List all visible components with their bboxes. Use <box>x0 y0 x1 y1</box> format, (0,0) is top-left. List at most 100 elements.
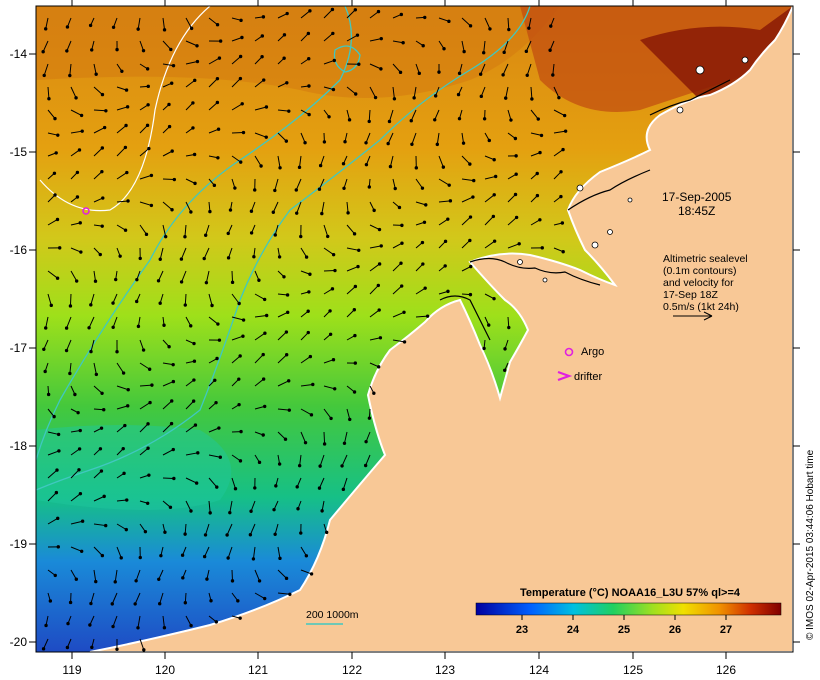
velocity-arrow-head <box>170 149 174 153</box>
velocity-arrow-head <box>217 426 221 430</box>
velocity-arrow <box>252 546 256 559</box>
velocity-arrow-head <box>133 602 137 606</box>
velocity-arrow-head <box>191 101 195 105</box>
velocity-arrow <box>318 178 325 190</box>
velocity-arrow-head <box>456 92 461 97</box>
velocity-arrow-head <box>49 303 53 308</box>
velocity-arrow-head <box>303 141 307 145</box>
velocity-arrow <box>66 40 72 52</box>
velocity-arrow <box>208 454 221 458</box>
warm-water-patch <box>36 6 560 98</box>
velocity-arrow-head <box>75 170 80 175</box>
velocity-arrow-head <box>88 623 92 627</box>
velocity-arrow-head <box>98 252 102 257</box>
velocity-arrow-head <box>79 113 84 118</box>
velocity-arrow <box>139 201 152 206</box>
velocity-arrow <box>116 405 128 410</box>
velocity-arrow-head <box>376 9 381 14</box>
velocity-arrow-head <box>412 96 416 100</box>
velocity-arrow-head <box>192 341 196 346</box>
velocity-arrow <box>277 408 290 411</box>
velocity-arrow <box>300 10 311 19</box>
velocity-arrow-head <box>126 199 130 203</box>
velocity-arrow <box>254 314 267 318</box>
velocity-arrow <box>323 247 334 256</box>
velocity-arrow <box>47 517 58 525</box>
velocity-arrow <box>274 178 279 191</box>
velocity-arrow-head <box>58 246 62 250</box>
velocity-arrow <box>93 385 103 394</box>
velocity-arrow-head <box>43 369 47 374</box>
velocity-arrow-head <box>304 255 309 259</box>
velocity-arrow-head <box>527 26 531 30</box>
velocity-arrow <box>231 155 242 163</box>
velocity-arrow <box>70 546 82 552</box>
velocity-arrow <box>43 63 49 76</box>
velocity-arrow-head <box>333 387 337 391</box>
velocity-arrow-head <box>286 310 290 315</box>
velocity-arrow <box>365 132 371 143</box>
velocity-arrow-head <box>238 354 242 358</box>
velocity-arrow-head <box>134 579 138 583</box>
velocity-arrow-head <box>209 599 213 603</box>
velocity-arrow-head <box>216 127 221 131</box>
velocity-arrow-head <box>123 145 128 150</box>
velocity-arrow <box>480 63 486 75</box>
velocity-arrow-head <box>100 146 105 150</box>
altimetry-note-line: 17-Sep 18Z <box>663 289 718 301</box>
velocity-arrow-head <box>307 84 311 88</box>
velocity-arrow-head <box>331 357 336 362</box>
velocity-arrow <box>277 311 288 318</box>
velocity-arrow-head <box>357 248 361 253</box>
velocity-arrow <box>139 174 152 180</box>
velocity-arrow <box>47 431 59 435</box>
velocity-arrow <box>116 147 126 157</box>
velocity-arrow-head <box>355 33 360 37</box>
velocity-arrow-head <box>507 325 511 330</box>
velocity-arrow-head <box>228 208 233 212</box>
velocity-arrow-head <box>167 344 171 349</box>
velocity-arrow-head <box>79 250 83 254</box>
velocity-arrow-head <box>88 23 93 28</box>
velocity-arrow-head <box>125 498 129 502</box>
velocity-arrow-head <box>287 379 291 383</box>
velocity-arrow-head <box>111 624 115 629</box>
velocity-arrow-head <box>89 349 93 354</box>
velocity-arrow-head <box>402 310 406 314</box>
velocity-arrow <box>461 178 474 182</box>
velocity-arrow <box>162 201 173 211</box>
velocity-arrow-head <box>472 178 476 183</box>
lat-tick-label: -16 <box>10 243 28 257</box>
isobath-legend-label: 200 1000m <box>306 609 359 621</box>
velocity-arrow-head <box>257 460 262 465</box>
velocity-arrow-head <box>414 166 419 170</box>
velocity-arrow-head <box>559 194 563 199</box>
velocity-arrow <box>369 38 382 42</box>
colorbar-tick-label: 27 <box>720 624 732 636</box>
velocity-arrow <box>342 477 348 490</box>
lon-tick-label: 120 <box>155 663 175 677</box>
velocity-arrow-head <box>328 309 332 313</box>
velocity-arrow-head <box>171 379 176 384</box>
velocity-arrow-head <box>263 331 267 335</box>
velocity-arrow <box>139 447 149 456</box>
velocity-arrow-head <box>115 647 119 651</box>
velocity-arrow-head <box>284 576 289 581</box>
velocity-arrow-head <box>540 246 544 250</box>
velocity-arrow <box>484 17 491 30</box>
velocity-arrow <box>295 178 302 191</box>
velocity-arrow <box>438 155 444 168</box>
velocity-arrow-head <box>147 146 151 151</box>
velocity-arrow <box>93 86 103 95</box>
velocity-arrow-head <box>44 623 48 628</box>
altimetry-note-line: Altimetric sealevel <box>663 253 748 265</box>
velocity-arrow-head <box>65 49 69 53</box>
velocity-arrow-head <box>307 290 311 294</box>
lon-tick-label: 122 <box>342 663 362 677</box>
velocity-arrow-head <box>100 92 105 97</box>
velocity-arrow-head <box>468 292 473 297</box>
velocity-arrow-head <box>536 117 540 121</box>
velocity-arrow-head <box>378 336 383 340</box>
velocity-arrow-head <box>104 523 108 528</box>
velocity-arrow <box>254 592 265 599</box>
